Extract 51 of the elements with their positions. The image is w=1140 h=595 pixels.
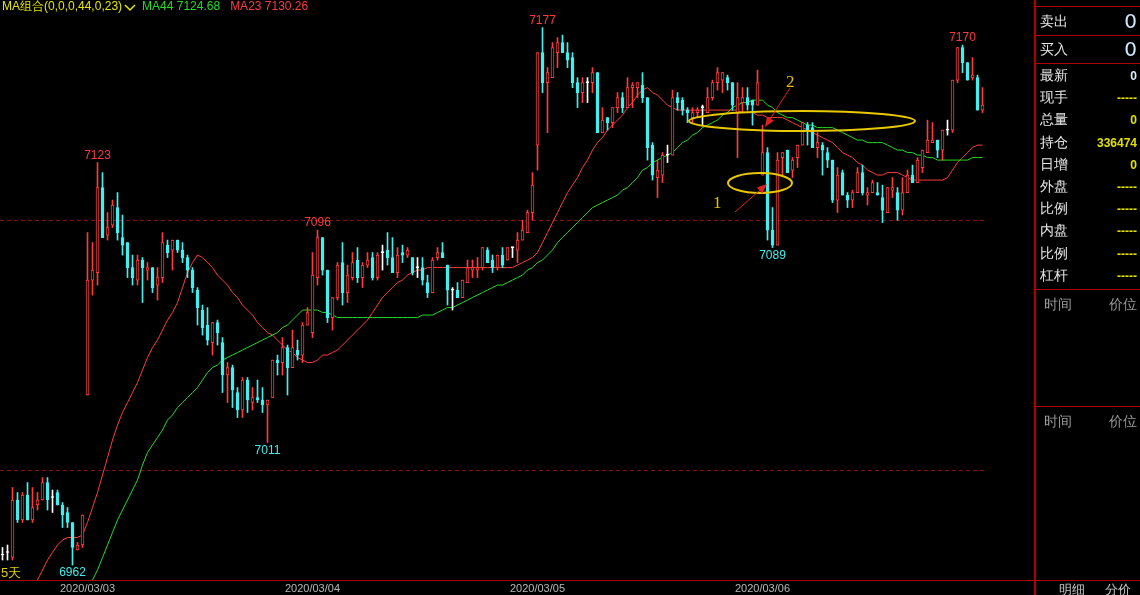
text: 买入	[1040, 41, 1068, 59]
annotation: 1	[713, 193, 722, 212]
text: 日增	[1040, 155, 1068, 174]
text: 分价	[1105, 581, 1131, 595]
annotation: 2	[786, 72, 795, 91]
text: 时间	[1044, 413, 1072, 431]
text: 卖出	[1040, 13, 1068, 31]
text: 价位	[1109, 413, 1137, 431]
text: 7170	[949, 30, 976, 45]
text: 7177	[529, 12, 556, 27]
text: -----	[1117, 246, 1137, 261]
candlestick	[0, 547, 5, 561]
text: 336474	[1096, 135, 1137, 150]
text: 7089	[759, 247, 786, 262]
text: 比例	[1040, 200, 1068, 219]
text: 最新	[1040, 67, 1068, 85]
x-tick-label: 2020/03/06	[734, 581, 791, 594]
text: 明细	[1059, 581, 1085, 595]
text: 6962	[59, 565, 86, 580]
text: MA44 7124.68	[142, 0, 221, 13]
text: 持仓	[1040, 133, 1068, 152]
x-tick-label: 2020/03/05	[509, 581, 566, 594]
text: 杠杆	[1040, 266, 1068, 285]
x-tick-label: 2020/03/03	[59, 581, 116, 594]
text: 0	[1130, 69, 1137, 83]
text: 外盘	[1040, 178, 1068, 196]
text: 7011	[254, 442, 281, 457]
legend-title: MA组合(0,0,0,44,0,23)	[2, 0, 123, 13]
text: 7096	[304, 215, 331, 230]
text: -----	[1117, 224, 1137, 239]
text: 现手	[1040, 89, 1068, 108]
candlestick	[450, 287, 455, 311]
x-tick-label: 2020/03/04	[284, 581, 341, 594]
candlestick	[945, 119, 950, 136]
text: 价位	[1109, 296, 1137, 314]
text: 0	[1124, 37, 1137, 61]
text: 0	[1130, 157, 1137, 172]
text: 内盘	[1040, 222, 1068, 241]
text: 0	[1124, 9, 1137, 33]
text: 比例	[1040, 244, 1068, 263]
text: -----	[1117, 268, 1137, 283]
text: MA23 7130.26	[230, 0, 309, 13]
text: 7123	[84, 147, 111, 162]
text: 时间	[1044, 296, 1072, 314]
text: -----	[1117, 91, 1137, 106]
text: 0	[1130, 113, 1137, 128]
text: 总量	[1040, 111, 1068, 130]
annotation: 5天	[1, 565, 22, 580]
candlestick	[665, 144, 670, 163]
text: -----	[1117, 180, 1137, 194]
text: -----	[1117, 202, 1137, 217]
